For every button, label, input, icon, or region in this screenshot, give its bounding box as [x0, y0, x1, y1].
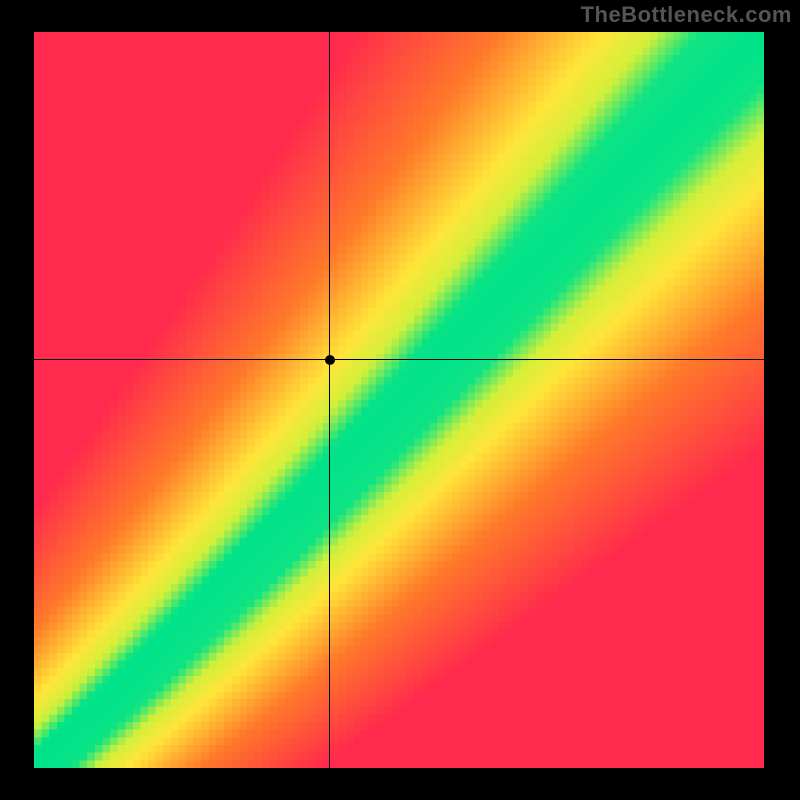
- chart-container: TheBottleneck.com: [0, 0, 800, 800]
- crosshair-dot: [325, 355, 335, 365]
- crosshair-horizontal: [34, 359, 764, 360]
- heatmap-canvas: [34, 32, 764, 768]
- crosshair-vertical: [329, 32, 330, 768]
- heatmap-plot: [34, 32, 764, 768]
- watermark-text: TheBottleneck.com: [581, 2, 792, 28]
